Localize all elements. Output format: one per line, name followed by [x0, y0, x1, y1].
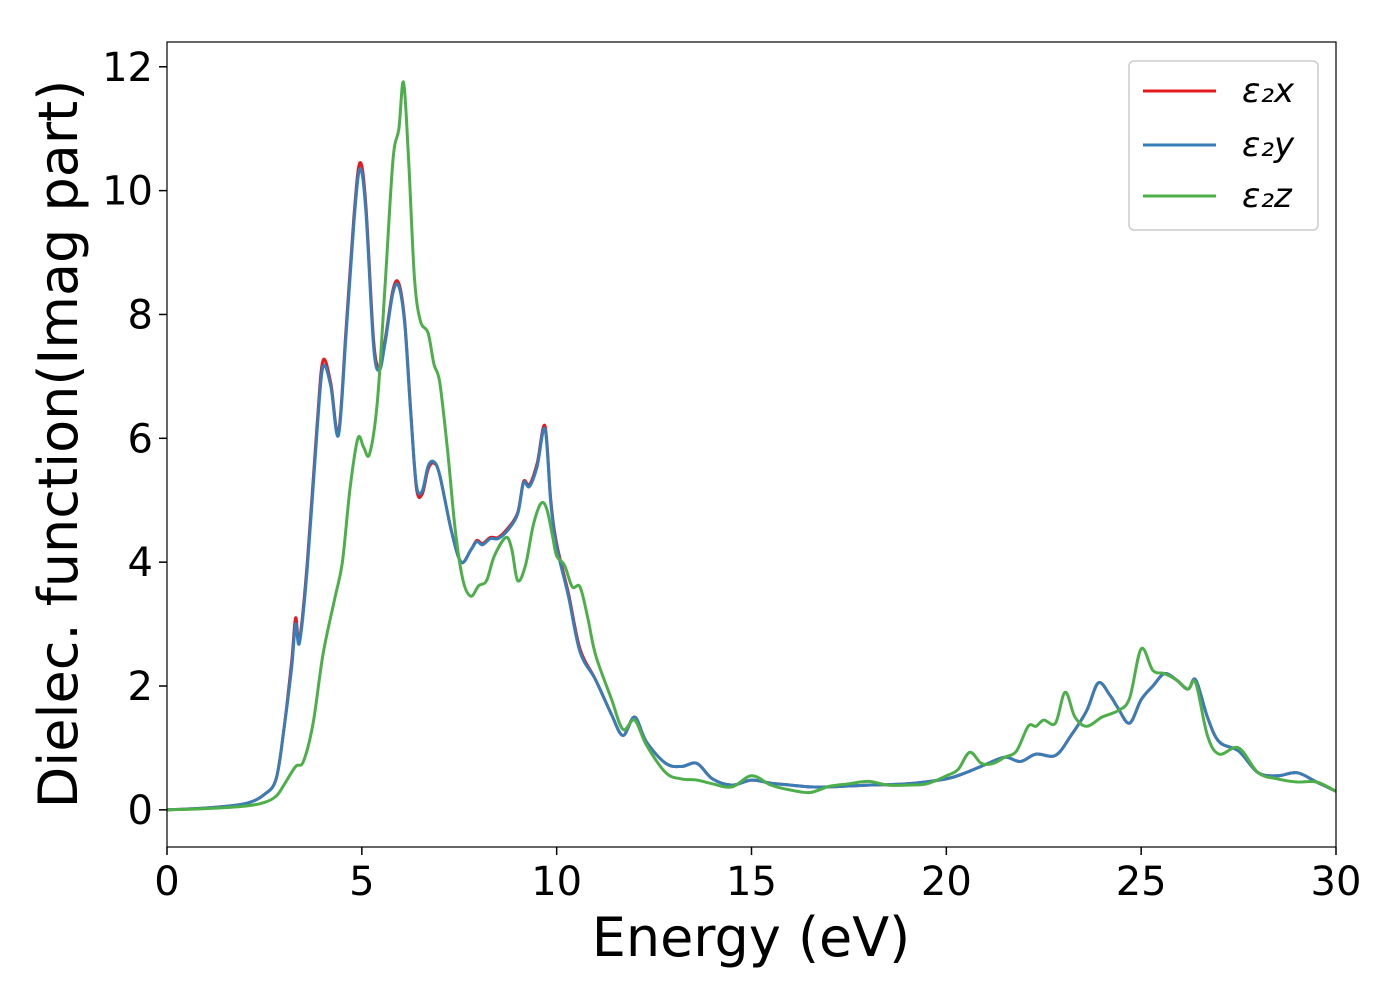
- x-tick-label: 20: [921, 859, 972, 905]
- x-axis-ticks: 0 5 10 15 20 25 30: [154, 847, 1361, 905]
- y-tick-label: 6: [128, 416, 153, 462]
- series-layer: [166, 80, 1337, 812]
- legend-label-y: ε₂y: [1242, 125, 1295, 165]
- series-line-2: [166, 80, 1337, 812]
- legend-box: [1128, 60, 1319, 231]
- x-tick-label: 15: [726, 859, 777, 905]
- legend-label-z: ε₂z: [1242, 176, 1293, 216]
- y-tick-label: 10: [102, 169, 153, 215]
- y-tick-label: 2: [128, 664, 153, 710]
- x-tick-label: 5: [349, 859, 374, 905]
- y-tick-label: 12: [102, 45, 153, 91]
- y-tick-label: 4: [128, 540, 153, 586]
- legend-label-x: ε₂x: [1242, 71, 1295, 111]
- x-axis-label: Energy (eV): [592, 906, 911, 969]
- y-axis-label: Dielec. function(Imag part): [27, 80, 90, 809]
- x-tick-label: 0: [154, 859, 179, 905]
- y-tick-label: 8: [128, 292, 153, 338]
- y-axis-ticks: 0 2 4 6 8 10 12: [102, 45, 167, 834]
- y-tick-label: 0: [128, 788, 153, 834]
- series-line-1: [166, 167, 1337, 812]
- x-tick-label: 30: [1311, 859, 1362, 905]
- legend: ε₂x ε₂y ε₂z: [1128, 60, 1319, 231]
- x-tick-label: 10: [531, 859, 582, 905]
- x-tick-label: 25: [1116, 859, 1167, 905]
